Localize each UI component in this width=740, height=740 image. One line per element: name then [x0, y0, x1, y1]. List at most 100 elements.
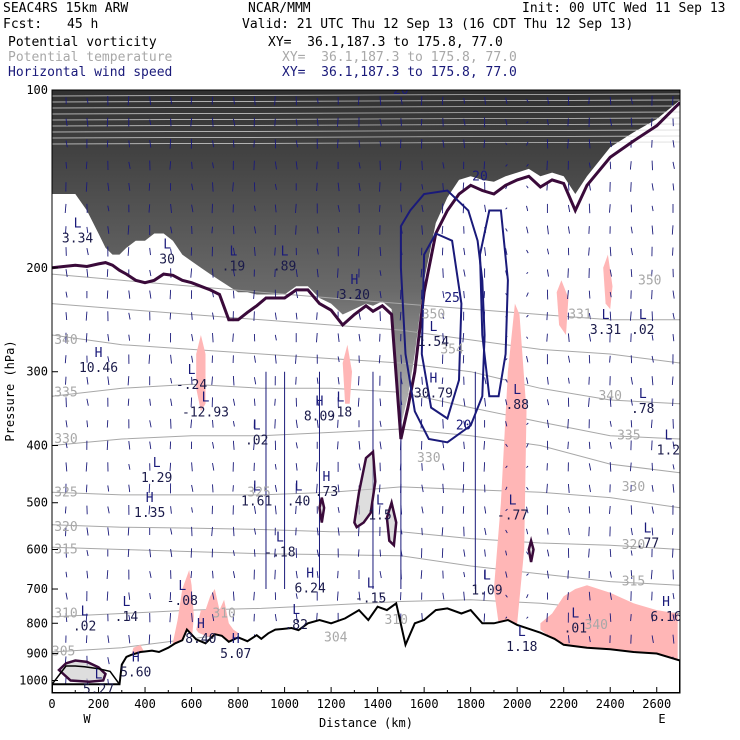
wind-vector [609, 355, 611, 363]
wind-vector [505, 443, 508, 447]
strat-isentrope [52, 141, 680, 145]
wind-vector [609, 441, 612, 449]
hl-marker-type: L [639, 387, 647, 402]
wind-vector [484, 397, 487, 407]
hl-marker-type: H [95, 346, 103, 361]
wind-vector [526, 141, 529, 146]
wind-vector [316, 118, 319, 127]
wind-vector [127, 96, 130, 106]
wind-vector [546, 160, 548, 171]
wind-vector [85, 484, 88, 493]
wind-vector [567, 528, 570, 535]
wind-vector [127, 398, 130, 406]
wind-vector [400, 354, 403, 364]
pv-fill-region [556, 280, 569, 335]
wind-vector [212, 117, 214, 128]
strat-isentrope [52, 99, 680, 103]
wind-vector [483, 613, 486, 622]
hl-marker-type: H [232, 632, 240, 647]
wind-vector [505, 164, 508, 167]
wind-vector [336, 591, 339, 601]
wind-vector [86, 268, 89, 278]
wind-vector [191, 183, 194, 191]
pv-contour [385, 497, 398, 548]
wind-vector [65, 291, 68, 298]
wind-vector [671, 225, 674, 235]
theta-label: 350 [638, 273, 661, 288]
wind-vector [337, 484, 340, 493]
wind-vector [274, 161, 277, 170]
y-tick-label: 500 [26, 496, 48, 510]
wind-vector [316, 332, 318, 343]
theta-label: 304 [324, 630, 348, 645]
wind-vector [149, 593, 151, 600]
wind-vector [337, 570, 339, 579]
theta-label: 325 [247, 485, 270, 500]
wind-vector [546, 248, 550, 255]
wind-vector [672, 484, 675, 493]
wind-vector [483, 440, 486, 450]
wind-vector [232, 247, 236, 256]
isentrope-340 [52, 334, 680, 405]
wind-vector [337, 419, 339, 428]
wind-vector [232, 440, 235, 450]
wind-vector [526, 422, 529, 426]
wind-vector [106, 140, 109, 148]
wind-vector [212, 312, 215, 320]
wind-vector [128, 464, 131, 470]
wind-vector [651, 376, 654, 386]
wind-vector [358, 463, 361, 471]
pv-contours [52, 101, 680, 684]
wind-speed-label: 20 [456, 419, 472, 434]
wind-vector [65, 140, 68, 148]
wind-vector [316, 182, 318, 192]
pv-fill-region [342, 344, 352, 404]
wind-vector [358, 526, 360, 537]
wind-vector [127, 376, 130, 386]
wind-vector [588, 139, 591, 149]
wind-vector [630, 269, 633, 278]
wind-vector [274, 614, 277, 622]
wind-vector [442, 333, 444, 343]
pv-contour [318, 497, 326, 523]
wind-vector [651, 183, 654, 191]
wind-vector [191, 507, 193, 513]
hl-marker-type: L [376, 493, 384, 508]
wind-vector [567, 506, 570, 513]
isentrope-345 [52, 303, 680, 364]
wind-vector [588, 526, 590, 537]
theta-label: 340 [598, 389, 621, 404]
hl-marker-value: 1.61 [241, 495, 272, 510]
wind-vector [86, 550, 89, 557]
org-label: NCAR/MMM [248, 1, 311, 16]
wind-vector [337, 227, 340, 233]
wind-vector [358, 140, 361, 148]
hl-marker-type: L [74, 217, 82, 232]
wind-vector [191, 355, 194, 363]
wind-vector [441, 397, 444, 407]
wind-vector [567, 118, 569, 127]
wind-vector [253, 440, 255, 451]
y-tick-label: 200 [26, 261, 48, 275]
wind-vector [169, 462, 172, 472]
wind-vector [505, 378, 508, 383]
x-tick-label: 1200 [317, 697, 346, 711]
wind-vector [295, 463, 298, 471]
wind-vector [65, 526, 67, 537]
wind-vector [191, 334, 194, 342]
wind-vector [609, 118, 613, 127]
wind-vector [149, 441, 152, 450]
wind-vector [85, 311, 88, 321]
wind-vector [463, 549, 466, 557]
wind-vector [148, 483, 151, 494]
wind-vector [65, 226, 67, 234]
hl-marker-value: -.18 [264, 545, 295, 560]
wind-vector [442, 442, 445, 449]
wind-vector [567, 355, 571, 363]
fcst-value: 45 h [67, 17, 99, 32]
wind-vector [212, 291, 214, 298]
wind-vector [399, 160, 402, 171]
wind-vector [337, 507, 340, 513]
x-tick-label: 0 [48, 697, 55, 711]
wind-vector [295, 419, 298, 428]
